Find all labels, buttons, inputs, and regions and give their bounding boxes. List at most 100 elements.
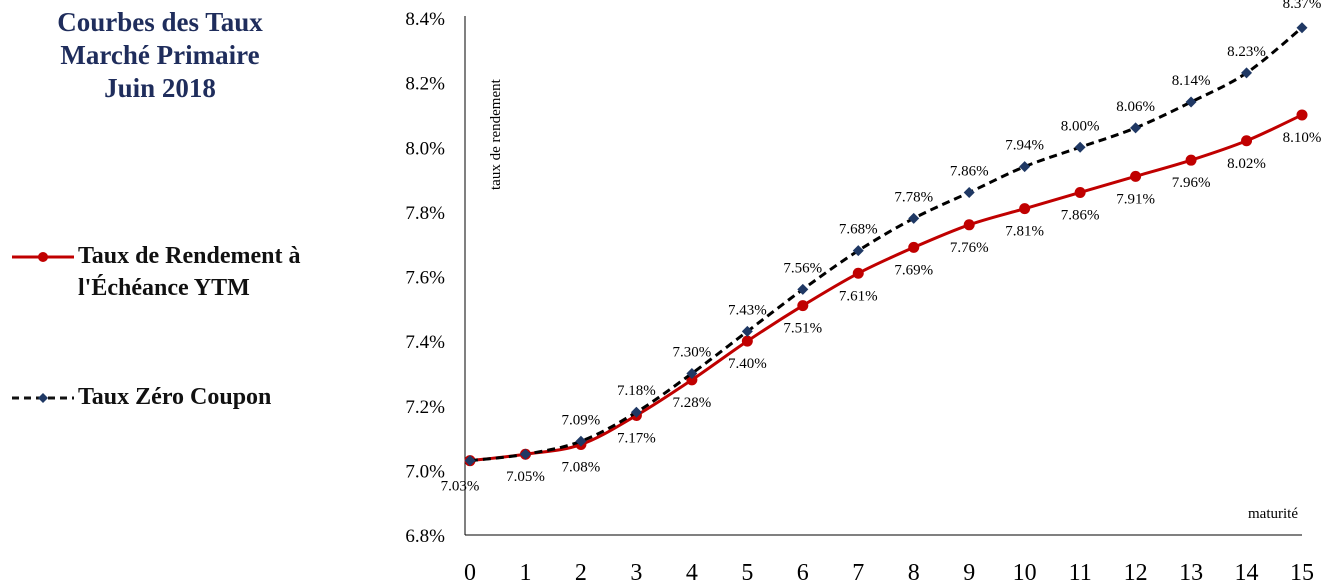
point-ytm: [852, 267, 864, 279]
point-ytm: [1241, 135, 1253, 147]
data-label-zero-coupon: 8.14%: [1172, 73, 1211, 89]
point-ytm: [1185, 154, 1197, 166]
point-zero-coupon: [1019, 161, 1031, 173]
legend-label-ytm: Taux de Rendement à l'Échéance YTM: [78, 243, 301, 301]
x-tick-labels: 0 1 2 3 4 5 6 7 8 9 10 11 12 13 14 15: [464, 560, 1314, 586]
data-label-zero-coupon: 8.00%: [1061, 118, 1100, 134]
data-label-ytm: 7.03%: [441, 479, 480, 495]
y-axis-label: taux de rendement: [488, 78, 504, 190]
data-labels-zero-coupon: 7.09% 7.18% 7.30% 7.43% 7.56% 7.68% 7.78% 7.86%…: [562, 0, 1322, 428]
point-zero-coupon: [1296, 22, 1308, 34]
x-tick-label: 10: [1013, 560, 1037, 586]
y-tick-labels: 6.8% 7.0% 7.2% 7.4% 7.6% 7.8% 8.0% 8.2% 8.4%: [405, 9, 445, 547]
legend-swatch-zero-coupon: [12, 393, 74, 403]
data-label-ytm: 7.51%: [783, 321, 822, 337]
point-zero-coupon: [464, 455, 476, 467]
data-label-ytm: 7.96%: [1172, 175, 1211, 191]
y-tick-label: 6.8%: [405, 526, 445, 547]
point-ytm: [741, 335, 753, 347]
x-axis-label: maturité: [1248, 506, 1298, 522]
x-tick-label: 9: [963, 560, 975, 586]
y-tick-label: 8.4%: [405, 9, 445, 30]
point-ytm: [963, 219, 975, 231]
data-label-ytm: 7.28%: [672, 395, 711, 411]
x-tick-label: 3: [630, 560, 642, 586]
chart-title: Courbes des Taux Marché Primaire Juin 20…: [10, 6, 310, 105]
point-zero-coupon: [963, 186, 975, 198]
point-ytm: [1296, 109, 1308, 121]
point-ytm: [1074, 186, 1086, 198]
data-label-zero-coupon: 7.43%: [728, 302, 767, 318]
legend-swatch-ytm: [12, 252, 74, 262]
data-label-zero-coupon: 8.37%: [1283, 0, 1322, 12]
x-tick-label: 7: [852, 560, 864, 586]
x-tick-label: 13: [1179, 560, 1203, 586]
x-tick-label: 5: [741, 560, 753, 586]
point-zero-coupon: [519, 448, 531, 460]
x-tick-label: 6: [797, 560, 809, 586]
data-label-ytm: 8.02%: [1227, 156, 1266, 172]
chart-title-line-1: Courbes des Taux: [57, 7, 263, 37]
x-tick-label: 12: [1124, 560, 1148, 586]
x-tick-label: 14: [1235, 560, 1259, 586]
data-label-ytm: 8.10%: [1283, 130, 1322, 146]
legend-item-zero-coupon: Taux Zéro Coupon: [8, 381, 368, 413]
data-label-zero-coupon: 7.09%: [562, 412, 601, 428]
point-ytm: [1019, 203, 1031, 215]
line-zero-coupon: [469, 26, 1303, 463]
point-zero-coupon: [741, 325, 753, 337]
y-tick-label: 7.2%: [405, 397, 445, 418]
line-ytm: [469, 113, 1303, 463]
chart-title-line-2: Marché Primaire: [60, 40, 260, 70]
x-tick-label: 1: [519, 560, 531, 586]
data-label-ytm: 7.91%: [1116, 191, 1155, 207]
point-zero-coupon: [630, 406, 642, 418]
data-label-ytm: 7.76%: [950, 240, 989, 256]
x-tick-label: 8: [908, 560, 920, 586]
y-tick-label: 7.4%: [405, 332, 445, 353]
data-label-ytm: 7.08%: [562, 460, 601, 476]
data-label-ytm: 7.17%: [617, 430, 656, 446]
data-label-zero-coupon: 8.23%: [1227, 44, 1266, 60]
y-tick-label: 7.6%: [405, 268, 445, 289]
data-label-zero-coupon: 7.78%: [894, 189, 933, 205]
point-ytm: [1130, 170, 1142, 182]
point-ytm: [797, 300, 809, 312]
data-label-zero-coupon: 7.68%: [839, 222, 878, 238]
point-ytm: [908, 241, 920, 253]
point-zero-coupon: [908, 212, 920, 224]
point-zero-coupon: [852, 245, 864, 257]
x-tick-label: 11: [1069, 560, 1092, 586]
y-tick-label: 8.2%: [405, 74, 445, 95]
data-label-ytm: 7.69%: [894, 262, 933, 278]
point-zero-coupon: [686, 367, 698, 379]
series-zero-coupon: [464, 22, 1308, 467]
point-zero-coupon: [1074, 141, 1086, 153]
data-label-zero-coupon: 7.18%: [617, 383, 656, 399]
x-tick-label: 4: [686, 560, 698, 586]
data-label-zero-coupon: 7.86%: [950, 163, 989, 179]
y-tick-label: 7.0%: [405, 461, 445, 482]
chart-title-line-3: Juin 2018: [104, 73, 216, 103]
y-tick-label: 8.0%: [405, 138, 445, 159]
x-tick-label: 2: [575, 560, 587, 586]
point-zero-coupon: [575, 435, 587, 447]
point-zero-coupon: [797, 283, 809, 295]
data-label-ytm: 7.40%: [728, 356, 767, 372]
x-tick-label: 0: [464, 560, 476, 586]
x-tick-label: 15: [1290, 560, 1314, 586]
data-label-ytm: 7.81%: [1005, 224, 1044, 240]
point-zero-coupon: [1130, 122, 1142, 134]
legend-label-zero-coupon: Taux Zéro Coupon: [78, 384, 272, 410]
data-label-ytm: 7.61%: [839, 288, 878, 304]
data-label-ytm: 7.86%: [1061, 207, 1100, 223]
data-label-zero-coupon: 7.30%: [672, 344, 711, 360]
legend-item-ytm: Taux de Rendement à l'Échéance YTM: [8, 240, 368, 304]
data-labels-ytm: 7.03% 7.05% 7.08% 7.17% 7.28% 7.40% 7.51% 7.61%…: [441, 130, 1322, 495]
data-label-ytm: 7.05%: [506, 469, 545, 485]
y-tick-label: 7.8%: [405, 203, 445, 224]
data-label-zero-coupon: 7.94%: [1005, 138, 1044, 154]
point-zero-coupon: [1241, 67, 1253, 79]
data-label-zero-coupon: 7.56%: [783, 260, 822, 276]
